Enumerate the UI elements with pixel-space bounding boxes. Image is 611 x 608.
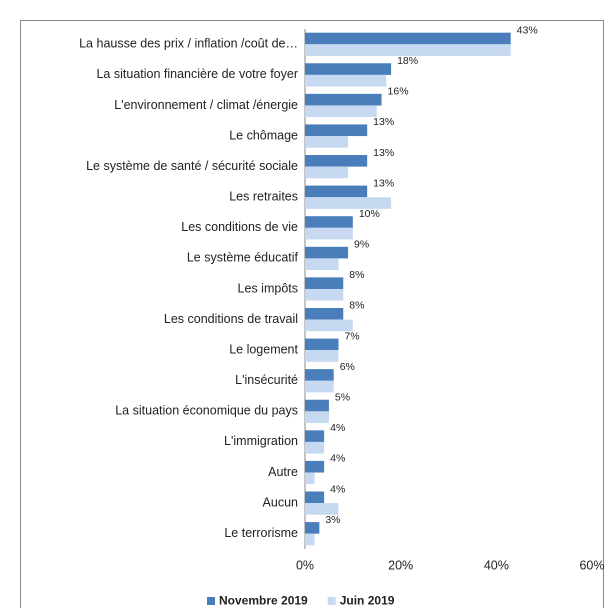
bar [305,227,353,240]
data-label: 8% [349,269,364,281]
bar [305,411,329,423]
y-tick-label: L'immigration [224,434,298,448]
bar [305,460,325,473]
bar [305,472,315,485]
bar [305,246,349,259]
legend-label: Novembre 2019 [219,594,308,608]
y-tick-label: Autre [268,465,298,479]
data-label: 13% [373,116,394,128]
y-tick-label: La hausse des prix / inflation /coût de… [79,37,298,51]
bar [305,307,344,320]
y-tick-label: Les conditions de vie [181,220,298,234]
data-label: 9% [354,239,369,251]
bar [305,380,334,393]
data-label: 10% [359,208,380,220]
legend-swatch [327,597,336,605]
data-label: 13% [373,177,394,189]
bar [305,319,353,332]
data-label: 4% [330,483,345,495]
bar [305,533,315,546]
bar [305,63,392,75]
bar [305,74,387,87]
data-label: 5% [335,392,350,404]
bar [305,491,325,504]
bar [305,289,344,301]
bar [305,369,334,381]
bar [305,350,339,362]
data-label: 13% [373,147,394,159]
x-tick-label: 60% [579,558,604,572]
data-label: 6% [340,361,355,373]
x-tick-label: 20% [388,558,413,572]
y-tick-label: La situation financière de votre foyer [96,67,298,81]
bar [305,277,344,289]
bar [305,32,511,45]
y-tick-label: Les conditions de travail [164,312,298,326]
bar [305,216,353,228]
y-tick-label: L'insécurité [235,373,298,387]
bar [305,197,392,209]
data-label: 4% [330,453,345,465]
bar [305,338,339,351]
legend-label: Juin 2019 [340,594,395,608]
chart-frame [20,20,604,608]
bar [305,258,339,271]
data-label: 3% [325,514,340,526]
y-tick-label: L'environnement / climat /énergie [114,98,298,112]
y-tick-label: Les impôts [238,281,298,295]
bar [305,185,368,198]
data-label: 8% [349,300,364,312]
bar [305,155,368,167]
bar [305,503,339,515]
y-tick-label: Le terrorisme [224,526,298,540]
data-label: 16% [388,86,409,98]
bar [305,399,329,412]
x-tick-label: 0% [296,558,314,572]
x-tick-label: 40% [484,558,509,572]
bar [305,93,382,106]
y-tick-label: Le système éducatif [187,251,299,265]
y-tick-label: Les retraites [229,190,298,204]
bar [305,44,511,56]
bar [305,166,349,179]
bar [305,522,320,534]
data-label: 18% [397,55,418,67]
bar [305,136,349,148]
y-tick-label: Le logement [229,342,298,356]
y-tick-label: Le système de santé / sécurité sociale [86,159,298,173]
y-tick-label: Le chômage [229,128,298,142]
bar [305,124,368,137]
y-tick-label: La situation économique du pays [115,404,298,418]
legend-swatch [207,597,215,605]
data-label: 4% [330,422,345,434]
bar [305,430,325,442]
y-tick-label: Aucun [263,495,298,509]
data-label: 7% [344,330,359,342]
data-label: 43% [517,24,538,36]
bar [305,105,377,118]
bar [305,441,325,454]
